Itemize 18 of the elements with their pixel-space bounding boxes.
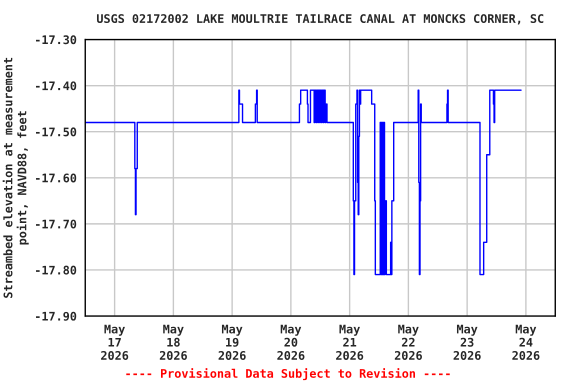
y-axis-title: Streambed elevation at measurement point, NAVD88, feet <box>2 58 29 298</box>
chart-title: USGS 02172002 LAKE MOULTRIE TAILRACE CANAL AT MONCKS CORNER, SC <box>96 14 544 25</box>
y-tick-label: -17.40 <box>36 81 76 90</box>
y-tick-label: -17.30 <box>36 35 76 44</box>
y-tick-label: -17.60 <box>36 174 76 182</box>
x-tick-label: May 20 2026 <box>277 324 304 360</box>
text: ---- Provisional Data Subject to Revision ---- <box>126 368 450 380</box>
x-tick-label: May 24 2026 <box>512 324 540 360</box>
x-tick-label: May 23 2026 <box>454 324 481 360</box>
y-tick-label: -17.50 <box>36 127 76 136</box>
y-tick-label: -17.70 <box>36 220 76 229</box>
x-tick-label: May 19 2026 <box>218 324 246 360</box>
x-tick-label: May 22 2026 <box>394 324 422 360</box>
y-tick-label: -17.90 <box>36 312 76 321</box>
x-tick-label: May 21 2026 <box>336 324 364 360</box>
x-tick-label: May 17 2026 <box>101 324 128 360</box>
y-tick-label: -17.80 <box>36 266 76 275</box>
x-tick-label: May 18 2026 <box>160 324 187 360</box>
